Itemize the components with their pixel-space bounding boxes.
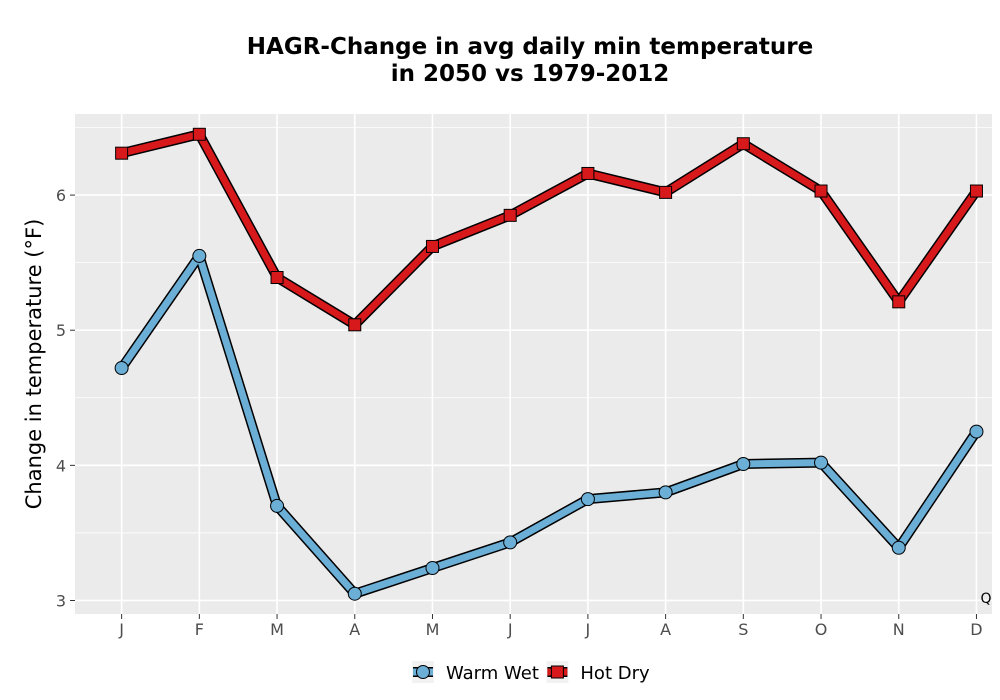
legend-item-hot-dry: Hot Dry bbox=[546, 661, 650, 684]
series-layer bbox=[114, 127, 984, 601]
legend-item-warm-wet: Warm Wet bbox=[412, 661, 539, 684]
x-tick-label: F bbox=[195, 620, 204, 639]
y-axis: 3 4 5 6 bbox=[56, 186, 75, 610]
data-point bbox=[969, 184, 983, 198]
y-tick-label: 3 bbox=[56, 591, 66, 610]
x-tick-label: J bbox=[585, 620, 591, 639]
x-tick-label: S bbox=[738, 620, 748, 639]
data-point bbox=[969, 424, 984, 439]
data-point bbox=[114, 361, 129, 376]
x-tick-label: A bbox=[349, 620, 360, 639]
legend: Warm Wet Hot Dry bbox=[412, 661, 650, 684]
y-tick-label: 5 bbox=[56, 321, 66, 340]
y-tick-label: 4 bbox=[56, 456, 66, 475]
data-point bbox=[659, 185, 673, 199]
data-point bbox=[580, 492, 595, 507]
data-point bbox=[425, 239, 439, 253]
legend-marker bbox=[416, 665, 430, 679]
x-tick-label: A bbox=[660, 620, 671, 639]
data-point bbox=[736, 457, 751, 471]
data-point bbox=[503, 535, 518, 550]
y-tick-label: 6 bbox=[56, 186, 66, 205]
chart-title-line-1: HAGR-Change in avg daily min temperature bbox=[247, 34, 813, 60]
data-point bbox=[348, 318, 362, 332]
series-hot-dry bbox=[115, 127, 983, 332]
series-line bbox=[118, 252, 980, 598]
data-point bbox=[347, 586, 362, 601]
plot-panel bbox=[75, 114, 992, 614]
data-point bbox=[192, 127, 206, 141]
data-point bbox=[115, 146, 129, 160]
x-tick-label: M bbox=[270, 620, 284, 639]
data-point bbox=[270, 271, 284, 285]
legend-label: Warm Wet bbox=[446, 663, 539, 684]
x-tick-label: D bbox=[970, 620, 982, 639]
y-axis-label: Change in temperature (°F) bbox=[22, 219, 46, 510]
data-point bbox=[581, 166, 595, 180]
data-point bbox=[736, 137, 750, 151]
legend-label: Hot Dry bbox=[580, 663, 650, 684]
x-tick-label: J bbox=[507, 620, 513, 639]
data-point bbox=[503, 208, 517, 222]
corner-label: Q bbox=[980, 591, 991, 607]
data-point bbox=[891, 540, 906, 555]
x-tick-label: J bbox=[118, 620, 124, 639]
x-tick-label: O bbox=[815, 620, 828, 639]
data-point bbox=[192, 248, 207, 263]
grid-major bbox=[75, 114, 992, 614]
x-tick-label: N bbox=[893, 620, 905, 639]
data-point bbox=[892, 295, 906, 309]
data-point bbox=[814, 184, 828, 198]
legend-marker bbox=[550, 665, 564, 679]
data-point bbox=[814, 455, 829, 470]
chart-title-line-2: in 2050 vs 1979-2012 bbox=[391, 61, 670, 87]
series-warm-wet bbox=[114, 248, 984, 601]
data-point bbox=[425, 561, 440, 576]
series-line bbox=[118, 130, 980, 329]
data-point bbox=[270, 498, 285, 513]
data-point bbox=[658, 485, 673, 500]
x-tick-label: M bbox=[426, 620, 440, 639]
